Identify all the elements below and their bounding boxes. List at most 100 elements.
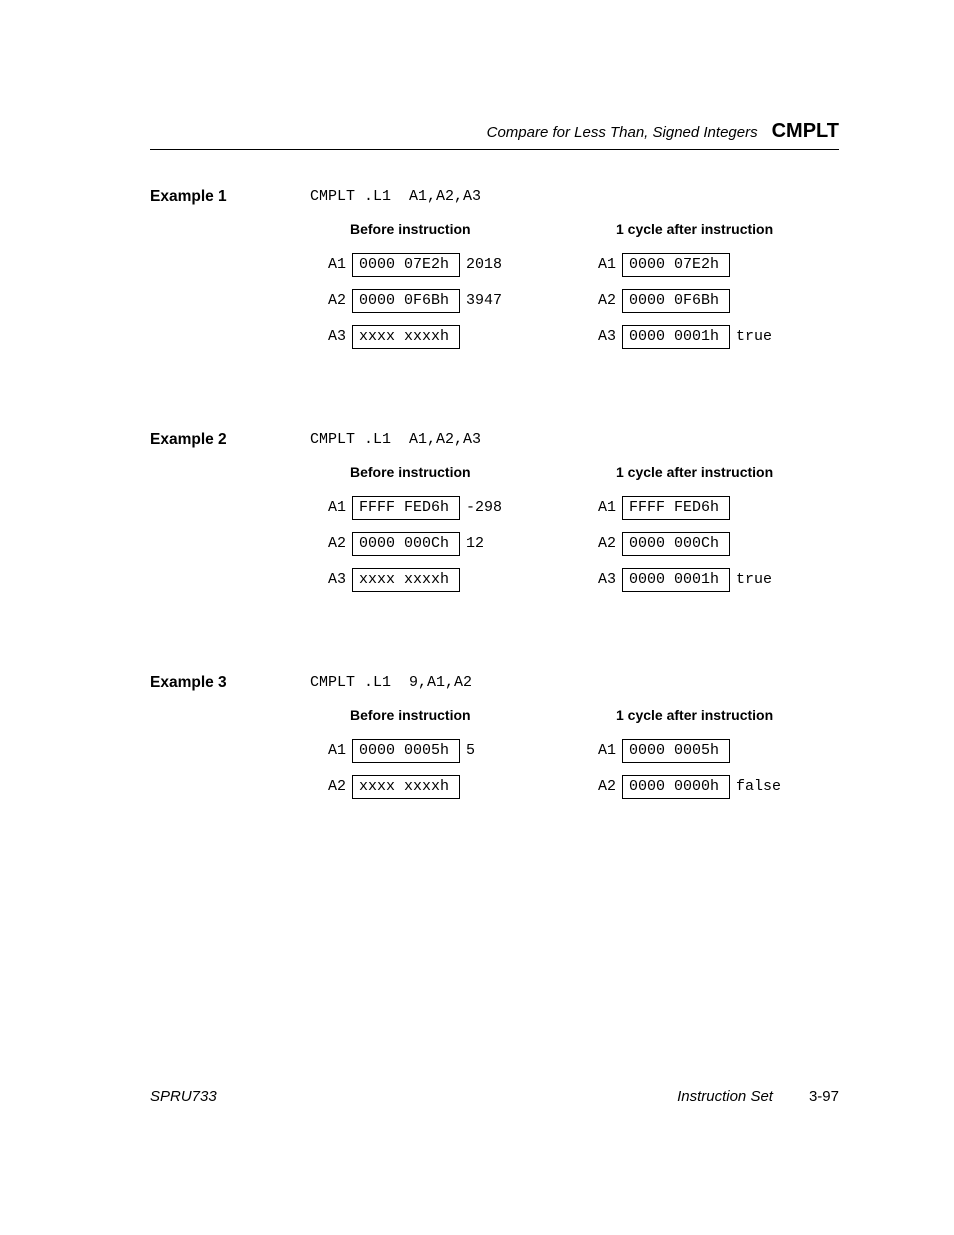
before-heading: Before instruction bbox=[310, 464, 580, 480]
register-name: A2 bbox=[310, 289, 352, 313]
before-heading: Before instruction bbox=[310, 707, 580, 723]
example-block: Example 3 CMPLT .L1 9,A1,A2 Before instr… bbox=[150, 674, 839, 811]
register-value: 0000 0001h bbox=[622, 325, 730, 349]
example-label: Example 1 bbox=[150, 188, 310, 361]
register-name: A2 bbox=[580, 775, 622, 799]
register-value: 0000 000Ch bbox=[352, 532, 460, 556]
register-row: A3 xxxx xxxxh bbox=[310, 325, 580, 349]
footer-page-number: 3-97 bbox=[809, 1088, 839, 1105]
register-row: A1 0000 07E2h bbox=[580, 253, 840, 277]
register-row: A1 0000 0005h bbox=[580, 739, 840, 763]
register-row: A3 0000 0001h true bbox=[580, 568, 840, 592]
register-name: A1 bbox=[310, 496, 352, 520]
register-note: false bbox=[730, 775, 781, 799]
example-block: Example 2 CMPLT .L1 A1,A2,A3 Before inst… bbox=[150, 431, 839, 604]
register-row: A1 FFFF FED6h bbox=[580, 496, 840, 520]
after-column: 1 cycle after instruction A1 FFFF FED6h … bbox=[580, 464, 840, 604]
footer-right: Instruction Set 3-97 bbox=[677, 1088, 839, 1105]
register-name: A2 bbox=[580, 289, 622, 313]
register-value: 0000 000Ch bbox=[622, 532, 730, 556]
register-note: 5 bbox=[460, 739, 475, 763]
example-code: CMPLT .L1 9,A1,A2 bbox=[310, 674, 840, 691]
register-value: xxxx xxxxh bbox=[352, 568, 460, 592]
register-columns: Before instruction A1 0000 0005h 5 A2 xx… bbox=[310, 707, 840, 811]
before-heading: Before instruction bbox=[310, 221, 580, 237]
example-label: Example 2 bbox=[150, 431, 310, 604]
register-row: A1 0000 0005h 5 bbox=[310, 739, 580, 763]
after-column: 1 cycle after instruction A1 0000 0005h … bbox=[580, 707, 840, 811]
register-value: xxxx xxxxh bbox=[352, 325, 460, 349]
page: Compare for Less Than, Signed Integers C… bbox=[0, 0, 954, 811]
example-label: Example 3 bbox=[150, 674, 310, 811]
register-name: A2 bbox=[580, 532, 622, 556]
example-body: CMPLT .L1 A1,A2,A3 Before instruction A1… bbox=[310, 188, 840, 361]
register-name: A1 bbox=[310, 253, 352, 277]
register-value: 0000 0000h bbox=[622, 775, 730, 799]
register-row: A2 0000 0000h false bbox=[580, 775, 840, 799]
register-row: A2 0000 0F6Bh bbox=[580, 289, 840, 313]
register-value: 0000 0F6Bh bbox=[622, 289, 730, 313]
register-note bbox=[730, 739, 736, 763]
after-column: 1 cycle after instruction A1 0000 07E2h … bbox=[580, 221, 840, 361]
register-value: 0000 07E2h bbox=[352, 253, 460, 277]
register-note: 3947 bbox=[460, 289, 502, 313]
register-note: true bbox=[730, 325, 772, 349]
register-note bbox=[460, 568, 466, 592]
after-heading: 1 cycle after instruction bbox=[580, 464, 840, 480]
before-column: Before instruction A1 0000 07E2h 2018 A2… bbox=[310, 221, 580, 361]
register-value: 0000 0001h bbox=[622, 568, 730, 592]
register-value: 0000 0F6Bh bbox=[352, 289, 460, 313]
register-row: A2 0000 000Ch 12 bbox=[310, 532, 580, 556]
register-note bbox=[730, 253, 736, 277]
register-row: A3 0000 0001h true bbox=[580, 325, 840, 349]
register-note bbox=[730, 532, 736, 556]
register-name: A3 bbox=[580, 325, 622, 349]
register-note bbox=[730, 496, 736, 520]
register-name: A3 bbox=[580, 568, 622, 592]
register-value: 0000 0005h bbox=[352, 739, 460, 763]
register-row: A1 FFFF FED6h -298 bbox=[310, 496, 580, 520]
page-header: Compare for Less Than, Signed Integers C… bbox=[150, 120, 839, 150]
register-name: A3 bbox=[310, 568, 352, 592]
register-row: A2 0000 0F6Bh 3947 bbox=[310, 289, 580, 313]
before-column: Before instruction A1 FFFF FED6h -298 A2… bbox=[310, 464, 580, 604]
register-value: FFFF FED6h bbox=[622, 496, 730, 520]
register-value: 0000 0005h bbox=[622, 739, 730, 763]
example-body: CMPLT .L1 A1,A2,A3 Before instruction A1… bbox=[310, 431, 840, 604]
register-columns: Before instruction A1 0000 07E2h 2018 A2… bbox=[310, 221, 840, 361]
register-note: 2018 bbox=[460, 253, 502, 277]
footer-section: Instruction Set bbox=[677, 1088, 773, 1105]
register-name: A2 bbox=[310, 775, 352, 799]
register-row: A2 0000 000Ch bbox=[580, 532, 840, 556]
register-name: A1 bbox=[580, 253, 622, 277]
example-code: CMPLT .L1 A1,A2,A3 bbox=[310, 431, 840, 448]
register-name: A2 bbox=[310, 532, 352, 556]
register-note bbox=[460, 325, 466, 349]
header-mnemonic: CMPLT bbox=[772, 120, 839, 143]
header-description: Compare for Less Than, Signed Integers bbox=[487, 124, 758, 141]
register-note: 12 bbox=[460, 532, 484, 556]
example-block: Example 1 CMPLT .L1 A1,A2,A3 Before inst… bbox=[150, 188, 839, 361]
example-body: CMPLT .L1 9,A1,A2 Before instruction A1 … bbox=[310, 674, 840, 811]
register-name: A1 bbox=[580, 496, 622, 520]
register-value: xxxx xxxxh bbox=[352, 775, 460, 799]
after-heading: 1 cycle after instruction bbox=[580, 707, 840, 723]
register-name: A1 bbox=[580, 739, 622, 763]
page-footer: SPRU733 Instruction Set 3-97 bbox=[150, 1088, 839, 1105]
before-column: Before instruction A1 0000 0005h 5 A2 xx… bbox=[310, 707, 580, 811]
register-columns: Before instruction A1 FFFF FED6h -298 A2… bbox=[310, 464, 840, 604]
footer-doc-id: SPRU733 bbox=[150, 1088, 217, 1105]
register-note bbox=[730, 289, 736, 313]
register-name: A3 bbox=[310, 325, 352, 349]
register-note bbox=[460, 775, 466, 799]
after-heading: 1 cycle after instruction bbox=[580, 221, 840, 237]
register-row: A3 xxxx xxxxh bbox=[310, 568, 580, 592]
register-row: A1 0000 07E2h 2018 bbox=[310, 253, 580, 277]
register-row: A2 xxxx xxxxh bbox=[310, 775, 580, 799]
example-code: CMPLT .L1 A1,A2,A3 bbox=[310, 188, 840, 205]
register-name: A1 bbox=[310, 739, 352, 763]
register-value: 0000 07E2h bbox=[622, 253, 730, 277]
register-note: true bbox=[730, 568, 772, 592]
register-value: FFFF FED6h bbox=[352, 496, 460, 520]
register-note: -298 bbox=[460, 496, 502, 520]
